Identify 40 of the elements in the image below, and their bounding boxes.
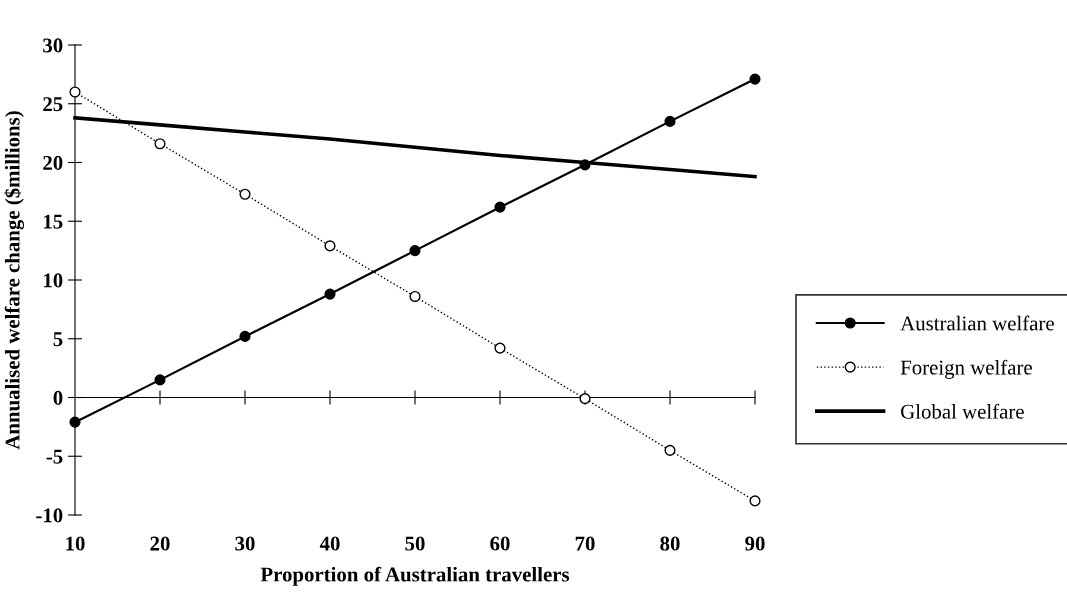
point <box>239 330 251 342</box>
point <box>494 201 506 213</box>
x-tick-label: 60 <box>490 536 510 551</box>
x-tick-label: 40 <box>319 536 340 551</box>
x-tick-label: 70 <box>575 536 595 551</box>
point <box>239 188 251 200</box>
y-tick-label: 30 <box>43 38 63 53</box>
y-tick-label: -10 <box>36 508 63 523</box>
x-tick-label: 50 <box>405 536 425 551</box>
legend-label: Global welfare <box>901 403 1024 419</box>
x-tick-label: 80 <box>660 536 680 551</box>
y-tick-label: -5 <box>46 449 63 464</box>
point <box>749 73 761 85</box>
point <box>409 290 421 303</box>
legend-label: Australian welfare <box>900 315 1054 331</box>
point <box>749 495 761 507</box>
point <box>664 115 676 127</box>
point <box>324 288 336 300</box>
y-tick-label: 10 <box>44 273 63 288</box>
y-axis-title: Annualised welfare change ($millions) <box>4 111 24 450</box>
point <box>409 245 421 257</box>
x-tick-label: 20 <box>150 536 170 551</box>
point <box>69 416 81 428</box>
legend-label: Foreign welfare <box>900 359 1032 379</box>
point <box>494 342 506 354</box>
y-tick-label: 5 <box>53 332 63 347</box>
y-tick-label: 25 <box>43 97 63 112</box>
y-tick-label: 15 <box>44 214 63 229</box>
x-tick-label: 90 <box>745 536 765 551</box>
y-tick-label: 0 <box>53 390 63 405</box>
point <box>324 240 336 252</box>
point <box>154 374 166 386</box>
point <box>579 393 591 405</box>
point <box>664 444 676 456</box>
x-tick-label: 10 <box>66 536 85 551</box>
y-tick-label: 20 <box>43 155 63 170</box>
point <box>69 86 81 98</box>
point <box>154 138 166 150</box>
x-axis-title: Proportion of Australian travellers <box>260 566 570 586</box>
x-tick-label: 30 <box>235 536 255 551</box>
